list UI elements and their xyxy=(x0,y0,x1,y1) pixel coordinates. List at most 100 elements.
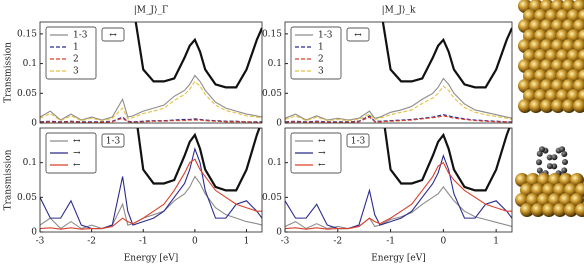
x-axis-label: Energy [eV] xyxy=(124,254,179,264)
series-line xyxy=(136,128,261,192)
series-line xyxy=(40,74,262,121)
legend-label: ↔ xyxy=(318,137,326,147)
y-tick-label: 0.05 xyxy=(17,89,37,99)
carbon-atom xyxy=(546,154,553,161)
gold-atom xyxy=(551,99,565,113)
series-line xyxy=(285,77,512,121)
series-line xyxy=(285,154,512,230)
gold-atom xyxy=(575,203,584,217)
annotation: ↔ xyxy=(109,31,117,41)
y-tick-label: 0 xyxy=(31,228,37,238)
y-tick-label: 0.05 xyxy=(262,89,282,99)
legend-label: → xyxy=(318,149,326,159)
y-axis-label: Transmission xyxy=(4,42,14,103)
plot-frame xyxy=(284,21,513,124)
x-tick-label: 0 xyxy=(441,237,447,247)
plot-frame xyxy=(284,127,513,233)
series-line xyxy=(40,146,262,230)
carbon-atom xyxy=(559,146,566,153)
carbon-atom xyxy=(536,150,543,157)
series-line xyxy=(285,161,512,230)
y-tick-label: 0.05 xyxy=(262,193,282,203)
legend-label: 1 xyxy=(318,43,324,53)
y-axis-label: Transmission xyxy=(4,149,14,210)
gold-atom xyxy=(564,203,578,217)
series-line xyxy=(40,158,262,230)
series-line xyxy=(383,128,511,192)
y-tick-label: 0.15 xyxy=(262,29,282,39)
series-line xyxy=(381,22,512,89)
legend-label: 3 xyxy=(73,67,79,77)
y-tick-label: 0 xyxy=(276,119,282,129)
series-line xyxy=(40,80,262,122)
carbon-atom xyxy=(561,167,568,174)
gold-atom xyxy=(553,203,567,217)
series-line xyxy=(40,117,262,123)
y-tick-label: 0.1 xyxy=(268,59,282,69)
legend-label: 3 xyxy=(318,67,324,77)
legend-box xyxy=(290,26,342,80)
carbon-atom xyxy=(536,159,543,166)
x-tick-label: 1 xyxy=(493,237,499,247)
x-tick-label: 0 xyxy=(192,237,198,247)
plot-frame xyxy=(39,21,263,124)
series-line xyxy=(40,116,262,123)
legend-box xyxy=(45,132,97,174)
legend-box xyxy=(290,132,342,174)
gold-atom xyxy=(529,99,543,113)
y-tick-label: 0.1 xyxy=(23,59,37,69)
annotation-box xyxy=(101,133,125,148)
x-axis-label: Energy [eV] xyxy=(371,254,426,264)
x-tick-label: -3 xyxy=(281,237,290,247)
annotation-box xyxy=(346,133,370,148)
y-tick-label: 0.15 xyxy=(17,29,37,39)
gold-atom xyxy=(562,99,576,113)
legend-label: ↔ xyxy=(73,137,81,147)
y-tick-label: 0.1 xyxy=(23,158,37,168)
panel-title: |M_J⟩_Γ xyxy=(134,6,169,16)
legend-label: 1-3 xyxy=(73,31,88,41)
legend-label: → xyxy=(73,149,81,159)
y-tick-label: 0.1 xyxy=(268,158,282,168)
annotation-box xyxy=(346,27,370,42)
carbon-atom xyxy=(561,150,568,157)
carbon-atom xyxy=(551,154,558,161)
series-line xyxy=(134,22,262,89)
legend-box xyxy=(45,26,97,80)
carbon-atom xyxy=(562,159,568,165)
x-tick-label: -1 xyxy=(139,237,148,247)
y-tick-label: 0 xyxy=(31,119,37,129)
legend-label: 1-3 xyxy=(318,31,333,41)
series-line xyxy=(40,175,262,230)
legend-label: 2 xyxy=(318,55,324,65)
carbon-atom xyxy=(538,146,545,153)
carbon-atom xyxy=(546,163,553,170)
x-tick-label: -1 xyxy=(386,237,395,247)
gold-atom xyxy=(542,203,556,217)
x-tick-label: -2 xyxy=(87,237,96,247)
gold-atom xyxy=(520,203,534,217)
legend-label: 2 xyxy=(73,55,79,65)
legend-label: 1 xyxy=(73,43,79,53)
x-tick-label: -2 xyxy=(333,237,342,247)
y-tick-label: 0.05 xyxy=(17,193,37,203)
structure-image xyxy=(515,0,584,217)
y-tick-label: 0 xyxy=(276,228,282,238)
annotation-box xyxy=(101,27,125,42)
panel-title: |M_J⟩_k xyxy=(382,6,416,16)
annotation: 1-3 xyxy=(351,137,366,147)
legend-label: ← xyxy=(318,161,326,171)
x-tick-label: 1 xyxy=(244,237,250,247)
gold-atom xyxy=(531,203,545,217)
legend-label: ← xyxy=(73,161,81,171)
series-line xyxy=(285,115,512,123)
carbon-atom xyxy=(551,163,558,170)
series-line xyxy=(285,85,512,122)
gold-atom xyxy=(518,99,532,113)
annotation: 1-3 xyxy=(106,137,121,147)
gold-atom xyxy=(540,99,554,113)
annotation: ↔ xyxy=(354,31,362,41)
gold-atom xyxy=(573,99,584,113)
x-tick-label: -3 xyxy=(36,237,45,247)
